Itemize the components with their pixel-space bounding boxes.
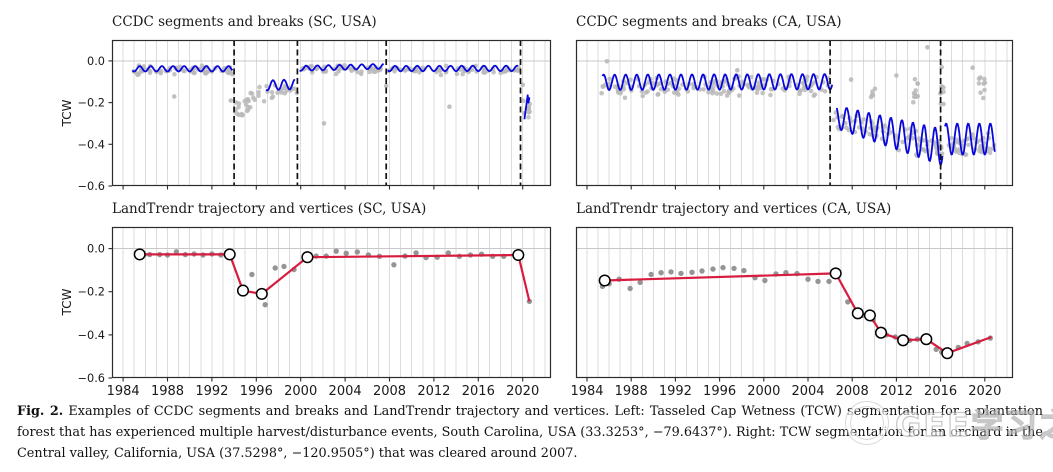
axis-ticks: 1984 1988 1992 1996 2000 2004 2008 2012 2016 2020 [570,378,1001,399]
landtrendr-sc-plot-canvas: 1984 1988 1992 1996 2000 2004 2008 2012 2016 2020… [78,226,552,399]
svg-text:2016: 2016 [462,384,495,399]
svg-text:2020: 2020 [968,384,1001,399]
chart-title-landtrendr-sc: LandTrendr trajectory and vertices (SC, … [112,201,427,217]
svg-text:−0.6: −0.6 [78,372,105,385]
axis-ticks: 0.0 −0.2 −0.4 −0.6 [78,55,524,193]
landtrendr-trajectory [604,272,992,355]
ccdc-model-segments [601,73,996,166]
axis-ticks [586,186,986,190]
axis-ticks: 1984 1988 1992 1996 2000 2004 2008 2012 2016 2020… [78,243,540,399]
svg-text:1996: 1996 [703,384,736,399]
y-axis-label-bottom: TCW [60,288,74,316]
chart-title-landtrendr-ca: LandTrendr trajectory and vertices (CA, … [576,201,892,217]
landtrendr-trajectory [139,253,531,302]
scatter-points [131,63,532,126]
svg-text:2000: 2000 [747,384,780,399]
svg-text:1992: 1992 [195,384,228,399]
svg-text:2020: 2020 [506,384,539,399]
svg-text:−0.2: −0.2 [78,97,105,110]
ccdc-model-segments [131,63,531,120]
chart-title-ccdc-ca: CCDC segments and breaks (CA, USA) [576,14,842,30]
ccdc-ca-plot-canvas [575,39,1014,190]
landtrendr-vertices [598,267,954,360]
svg-text:1988: 1988 [151,384,184,399]
svg-text:2008: 2008 [836,384,869,399]
svg-text:−0.4: −0.4 [78,138,105,151]
grid [576,227,1013,378]
y-axis-label-top: TCW [60,99,74,127]
svg-text:1996: 1996 [240,384,273,399]
grid [576,40,1013,186]
svg-text:−0.4: −0.4 [78,329,105,342]
svg-text:1984: 1984 [107,384,140,399]
landtrendr-vertices [133,248,525,300]
svg-text:2000: 2000 [284,384,317,399]
svg-text:0.0: 0.0 [87,55,105,68]
chart-title-ccdc-sc: CCDC segments and breaks (SC, USA) [112,14,377,30]
grid [112,40,551,186]
caption-text: Examples of CCDC segments and breaks and… [17,404,1043,461]
svg-text:1984: 1984 [570,384,603,399]
svg-text:1992: 1992 [659,384,692,399]
break-lines [829,40,942,186]
svg-text:2008: 2008 [373,384,406,399]
figure-caption: Fig. 2. Examples of CCDC segments and br… [17,402,1043,464]
svg-text:0.0: 0.0 [87,243,105,256]
landtrendr-ca-plot-canvas: 1984 1988 1992 1996 2000 2004 2008 2012 2016 2020 [570,226,1014,399]
break-lines [233,40,522,186]
svg-text:2012: 2012 [880,384,913,399]
svg-text:2016: 2016 [924,384,957,399]
svg-text:2004: 2004 [791,384,824,399]
ccdc-sc-plot-canvas: 0.0 −0.2 −0.4 −0.6 [78,39,552,193]
svg-text:1988: 1988 [615,384,648,399]
svg-text:2012: 2012 [417,384,450,399]
grid [112,227,551,378]
caption-figure-number: Fig. 2. [17,404,64,419]
svg-text:2004: 2004 [329,384,362,399]
svg-text:−0.6: −0.6 [78,180,105,193]
svg-text:−0.2: −0.2 [78,286,105,299]
